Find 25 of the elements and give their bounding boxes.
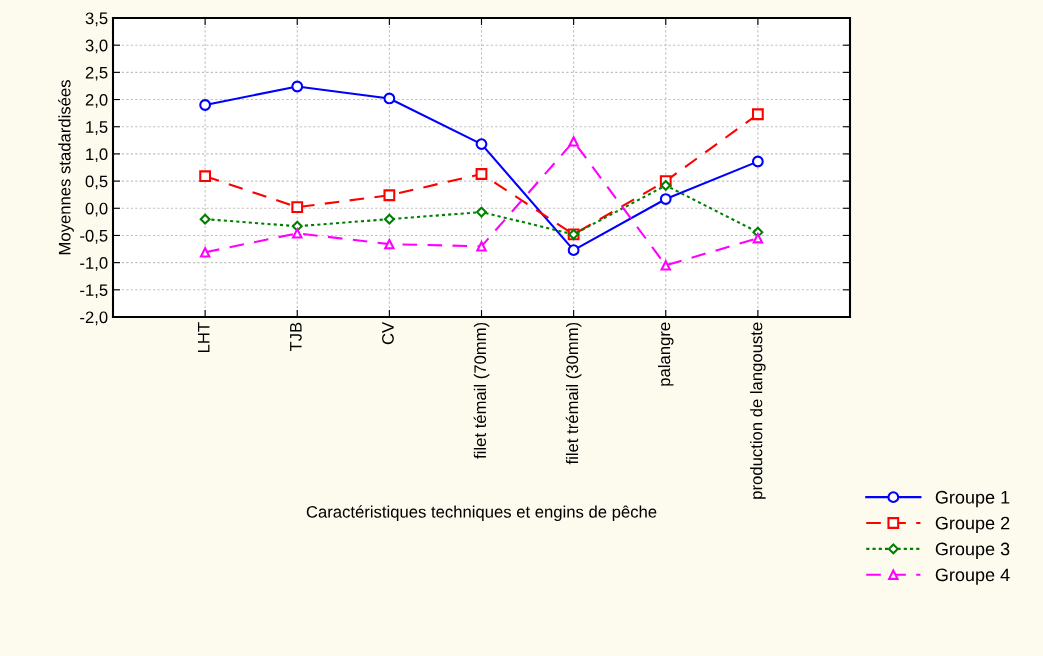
y-tick-label: -1,0 <box>80 257 108 271</box>
x-tick-label: filet témail (70mm) <box>473 322 490 459</box>
x-tick-label: filet trémail (30mm) <box>565 322 582 465</box>
y-axis-title: Moyennes stadardisées <box>58 80 74 255</box>
x-tick-label: CV <box>382 321 394 345</box>
x-axis-title: Caractéristiques techniques et engins de pêche <box>306 505 657 522</box>
y-tick-label: 0,5 <box>85 175 108 190</box>
legend-label: Groupe 3 <box>935 542 1010 559</box>
y-tick-label: 2,0 <box>85 93 108 108</box>
y-tick-label: 0,0 <box>85 202 108 217</box>
y-tick-label: 3,0 <box>85 39 108 54</box>
legend-label: Groupe 2 <box>935 516 1010 534</box>
legend-label: Groupe 4 <box>935 568 1010 585</box>
y-tick-label: -2,0 <box>80 311 108 326</box>
x-tick-label: production de langouste <box>750 322 766 499</box>
x-tick-label: palangre <box>657 322 674 386</box>
y-tick-label: 1,5 <box>86 121 108 135</box>
y-tick-label: 1,0 <box>86 148 108 163</box>
y-tick-label: -1,5 <box>80 284 108 298</box>
legend-label: Groupe 1 <box>935 490 1010 508</box>
x-tick-label: TJB <box>290 322 302 352</box>
y-tick-label: 3,5 <box>85 12 108 27</box>
y-tick-label: 2,5 <box>85 66 108 81</box>
y-tick-label: -0,5 <box>80 229 108 244</box>
x-tick-label: LHT <box>197 322 210 352</box>
